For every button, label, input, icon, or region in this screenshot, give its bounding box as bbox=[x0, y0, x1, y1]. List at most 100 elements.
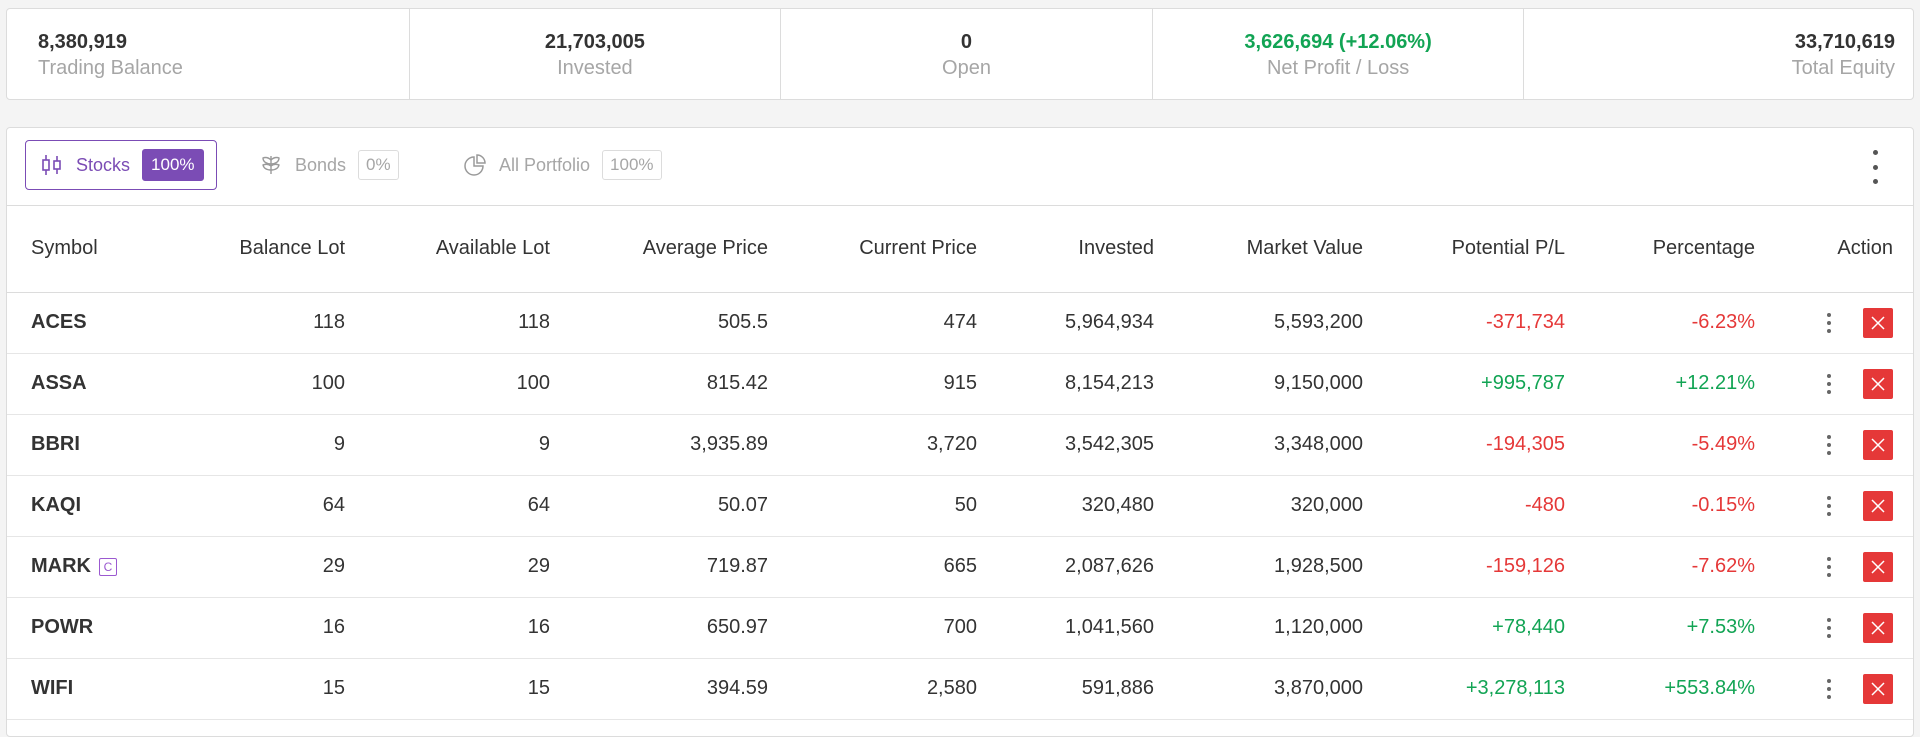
summary-total-equity: 33,710,619 Total Equity bbox=[1524, 9, 1913, 99]
table-row[interactable]: POWR 16 16 650.97 700 1,041,560 1,120,000 +78,4… bbox=[7, 597, 1913, 659]
row-more-button[interactable] bbox=[1827, 678, 1833, 699]
table-row[interactable]: KAQI 64 64 50.07 50 320,480 320,000 -480 -0.15% bbox=[7, 475, 1913, 537]
col-symbol-header[interactable]: Symbol bbox=[7, 206, 175, 293]
tab-bonds-label: Bonds bbox=[295, 154, 347, 175]
net-profit-label: Net Profit / Loss bbox=[1266, 57, 1410, 79]
symbol-text[interactable]: KAQI bbox=[31, 494, 81, 516]
col-available-lot-header[interactable]: Available Lot bbox=[345, 206, 550, 293]
symbol-cell[interactable]: WIFI bbox=[7, 658, 175, 720]
potential-pl-cell: -480 bbox=[1363, 475, 1565, 537]
symbol-cell[interactable]: ASSA bbox=[7, 353, 175, 415]
row-more-button[interactable] bbox=[1827, 373, 1833, 394]
close-position-button[interactable] bbox=[1863, 368, 1893, 399]
average-price-cell: 650.97 bbox=[550, 597, 768, 659]
potential-pl-cell: -159,126 bbox=[1363, 536, 1565, 598]
symbol-text[interactable]: MARK bbox=[31, 555, 91, 577]
col-percentage-header[interactable]: Percentage bbox=[1565, 206, 1755, 293]
percentage-cell: -7.62% bbox=[1565, 536, 1755, 598]
table-row[interactable]: MARK C 29 29 719.87 665 2,087,626 1,928,500 -159… bbox=[7, 536, 1913, 598]
kebab-dot-icon bbox=[1827, 633, 1831, 638]
table-row[interactable]: ACES 118 118 505.5 474 5,964,934 5,593,200 -371… bbox=[7, 292, 1913, 354]
summary-open: 0 Open bbox=[781, 9, 1153, 99]
close-position-button[interactable] bbox=[1863, 551, 1893, 582]
market-value-cell: 3,870,000 bbox=[1154, 658, 1363, 720]
symbol-text[interactable]: WIFI bbox=[31, 677, 74, 699]
row-more-button[interactable] bbox=[1827, 617, 1833, 638]
col-invested-header[interactable]: Invested bbox=[977, 206, 1154, 293]
available-lot-cell: 9 bbox=[345, 414, 550, 476]
potential-pl-cell: +3,278,113 bbox=[1363, 658, 1565, 720]
market-value-cell: 1,928,500 bbox=[1154, 536, 1363, 598]
kebab-dot-icon bbox=[1872, 164, 1878, 170]
col-potential-pl-header[interactable]: Potential P/L bbox=[1363, 206, 1565, 293]
close-position-button[interactable] bbox=[1863, 612, 1893, 643]
close-position-button[interactable] bbox=[1863, 307, 1893, 338]
symbol-text[interactable]: POWR bbox=[31, 616, 94, 638]
percentage-cell: -6.23% bbox=[1565, 292, 1755, 354]
market-value-cell: 9,150,000 bbox=[1154, 353, 1363, 415]
trading-balance-value: 8,380,919 bbox=[38, 31, 127, 53]
kebab-dot-icon bbox=[1827, 312, 1831, 317]
tab-stocks[interactable]: Stocks 100% bbox=[25, 140, 217, 190]
symbol-cell[interactable]: MARK C bbox=[7, 536, 175, 598]
table-row[interactable]: ASSA 100 100 815.42 915 8,154,213 9,150,000 +99… bbox=[7, 353, 1913, 415]
symbol-cell[interactable]: POWR bbox=[7, 597, 175, 659]
symbol-cell[interactable]: KAQI bbox=[7, 475, 175, 537]
tab-stocks-percent: 100% bbox=[142, 149, 204, 181]
trading-balance-label: Trading Balance bbox=[38, 57, 183, 79]
symbol-cell[interactable]: ACES bbox=[7, 292, 175, 354]
col-balance-lot-header[interactable]: Balance Lot bbox=[175, 206, 345, 293]
action-cell bbox=[1755, 414, 1913, 476]
action-cell bbox=[1755, 597, 1913, 659]
symbol-text[interactable]: ASSA bbox=[31, 372, 87, 394]
summary-net-profit: 3,626,694 (+12.06%) Net Profit / Loss bbox=[1153, 9, 1525, 99]
col-market-value-header[interactable]: Market Value bbox=[1154, 206, 1363, 293]
kebab-dot-icon bbox=[1827, 511, 1831, 516]
tab-all-portfolio[interactable]: All Portfolio 100% bbox=[463, 140, 662, 190]
kebab-dot-icon bbox=[1827, 625, 1831, 630]
row-more-button[interactable] bbox=[1827, 556, 1833, 577]
tab-bonds[interactable]: Bonds 0% bbox=[259, 140, 399, 190]
table-row[interactable]: BBRI 9 9 3,935.89 3,720 3,542,305 3,348,000 -19… bbox=[7, 414, 1913, 476]
open-value: 0 bbox=[960, 31, 973, 53]
close-icon bbox=[1871, 559, 1885, 574]
symbol-text[interactable]: BBRI bbox=[31, 433, 80, 455]
close-icon bbox=[1871, 376, 1885, 391]
percentage-cell: -5.49% bbox=[1565, 414, 1755, 476]
invested-cell: 5,964,934 bbox=[977, 292, 1154, 354]
tab-stocks-label: Stocks bbox=[76, 154, 131, 175]
available-lot-cell: 29 bbox=[345, 536, 550, 598]
pie-chart-icon bbox=[463, 153, 487, 177]
tab-bonds-percent: 0% bbox=[358, 150, 399, 180]
action-cell bbox=[1755, 353, 1913, 415]
close-position-button[interactable] bbox=[1863, 673, 1893, 704]
market-value-cell: 1,120,000 bbox=[1154, 597, 1363, 659]
percentage-cell: +553.84% bbox=[1565, 658, 1755, 720]
kebab-dot-icon bbox=[1827, 503, 1831, 508]
market-value-cell: 3,348,000 bbox=[1154, 414, 1363, 476]
row-more-button[interactable] bbox=[1827, 434, 1833, 455]
close-position-button[interactable] bbox=[1863, 490, 1893, 521]
available-lot-cell: 15 bbox=[345, 658, 550, 720]
symbol-text[interactable]: ACES bbox=[31, 311, 87, 333]
table-row[interactable]: WIFI 15 15 394.59 2,580 591,886 3,870,000 +3,27… bbox=[7, 658, 1913, 720]
current-price-cell: 3,720 bbox=[768, 414, 977, 476]
close-position-button[interactable] bbox=[1863, 429, 1893, 460]
current-price-cell: 665 bbox=[768, 536, 977, 598]
row-more-button[interactable] bbox=[1827, 495, 1833, 516]
col-current-price-header[interactable]: Current Price bbox=[768, 206, 977, 293]
close-icon bbox=[1871, 620, 1885, 635]
close-icon bbox=[1871, 315, 1885, 330]
invested-cell: 3,542,305 bbox=[977, 414, 1154, 476]
more-options-button[interactable] bbox=[1867, 150, 1883, 184]
symbol-cell[interactable]: BBRI bbox=[7, 414, 175, 476]
kebab-dot-icon bbox=[1827, 686, 1831, 691]
average-price-cell: 50.07 bbox=[550, 475, 768, 537]
balance-lot-cell: 15 bbox=[175, 658, 345, 720]
action-cell bbox=[1755, 658, 1913, 720]
current-price-cell: 50 bbox=[768, 475, 977, 537]
row-more-button[interactable] bbox=[1827, 312, 1833, 333]
kebab-dot-icon bbox=[1827, 328, 1831, 333]
invested-value: 21,703,005 bbox=[544, 31, 645, 53]
col-average-price-header[interactable]: Average Price bbox=[550, 206, 768, 293]
